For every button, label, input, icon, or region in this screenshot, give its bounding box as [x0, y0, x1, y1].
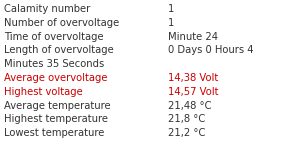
Text: Highest voltage: Highest voltage	[4, 87, 83, 97]
Text: 1: 1	[168, 4, 174, 14]
Text: 21,8 °C: 21,8 °C	[168, 114, 205, 124]
Text: 14,38 Volt: 14,38 Volt	[168, 73, 218, 83]
Text: 1: 1	[168, 18, 174, 28]
Text: 21,2 °C: 21,2 °C	[168, 128, 205, 138]
Text: Number of overvoltage: Number of overvoltage	[4, 18, 119, 28]
Text: Minutes 35 Seconds: Minutes 35 Seconds	[4, 59, 104, 69]
Text: Average temperature: Average temperature	[4, 101, 111, 111]
Text: 21,48 °C: 21,48 °C	[168, 101, 211, 111]
Text: 14,57 Volt: 14,57 Volt	[168, 87, 218, 97]
Text: Time of overvoltage: Time of overvoltage	[4, 32, 104, 42]
Text: 0 Days 0 Hours 4: 0 Days 0 Hours 4	[168, 45, 253, 55]
Text: Minute 24: Minute 24	[168, 32, 218, 42]
Text: Calamity number: Calamity number	[4, 4, 90, 14]
Text: Lowest temperature: Lowest temperature	[4, 128, 104, 138]
Text: Average overvoltage: Average overvoltage	[4, 73, 107, 83]
Text: Length of overvoltage: Length of overvoltage	[4, 45, 114, 55]
Text: Highest temperature: Highest temperature	[4, 114, 108, 124]
